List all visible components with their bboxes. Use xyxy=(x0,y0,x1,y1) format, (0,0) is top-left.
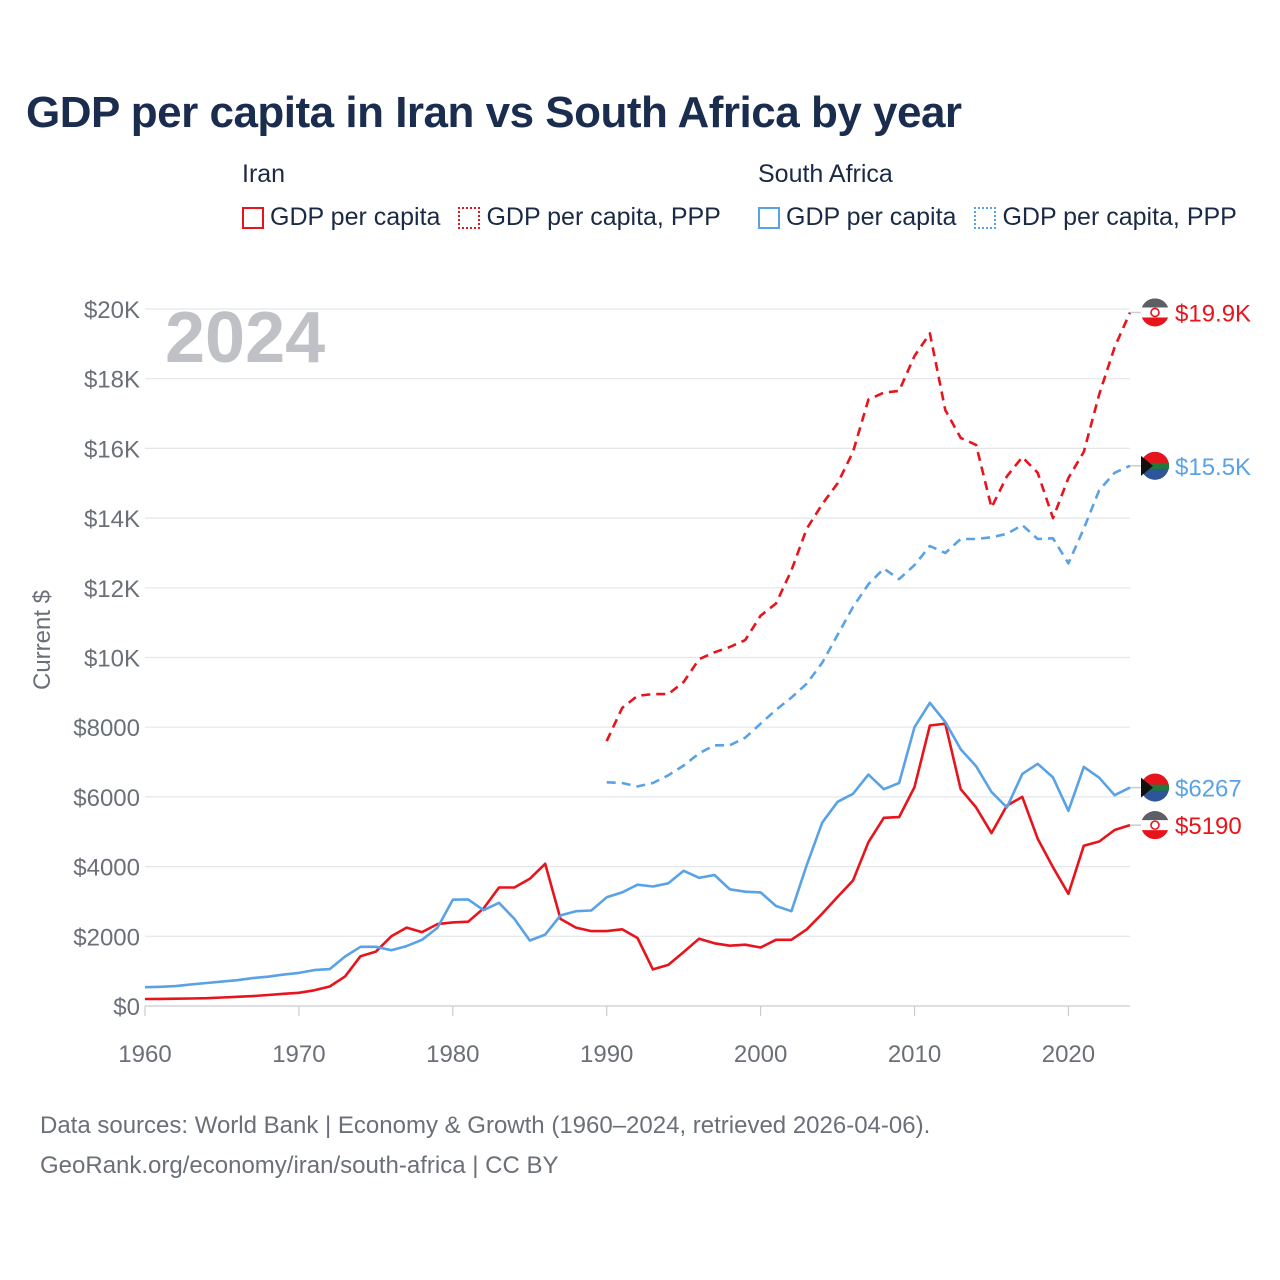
x-tick-label: 1970 xyxy=(272,1041,325,1068)
iran-flag-icon xyxy=(1141,811,1169,840)
legend-group-iran: Iran GDP per capita GDP per capita, PPP xyxy=(242,160,721,232)
legend-item-iran-gdp-ppp[interactable]: GDP per capita, PPP xyxy=(458,203,721,232)
y-tick-label: $10K xyxy=(84,646,140,673)
y-tick-label: $20K xyxy=(84,297,140,324)
footer: Data sources: World Bank | Economy & Gro… xyxy=(40,1106,930,1186)
series-line xyxy=(606,464,1131,788)
flag-triangle xyxy=(1141,777,1153,798)
x-tick-label: 2020 xyxy=(1042,1041,1095,1068)
flag-emblem xyxy=(1150,820,1160,830)
legend-item-label: GDP per capita xyxy=(786,203,957,231)
legend-swatch-dotted xyxy=(974,206,997,229)
x-tick-label: 2000 xyxy=(734,1041,787,1068)
grid-lines xyxy=(145,308,1130,1007)
legend-swatch-solid xyxy=(242,206,264,229)
series-end-label: $5190 xyxy=(1175,813,1242,840)
flag-band-white xyxy=(1141,307,1169,318)
flag-triangle xyxy=(1141,455,1153,476)
series-end-label: $6267 xyxy=(1175,776,1242,803)
legend-item-label: GDP per capita, PPP xyxy=(1002,203,1237,231)
iran-flag-icon xyxy=(1141,298,1169,327)
x-axis-ticks: 1960 1970 1980 1990 2000 2010 2020 xyxy=(118,1006,1095,1068)
footer-link[interactable]: GeoRank.org/economy/iran/south-africa | … xyxy=(40,1152,559,1179)
series-line xyxy=(144,701,1131,989)
series-end-labels: $5190 $19.9K $6267 $15.5K xyxy=(1130,298,1251,840)
legend-swatch-solid xyxy=(758,206,780,229)
y-tick-label: $0 xyxy=(113,994,140,1021)
legend-swatch-dotted xyxy=(458,206,481,229)
series-lines xyxy=(144,311,1132,1001)
y-axis-ticks: $0 $2000 $4000 $6000 $8000 $10K $12K $14K $16K $1… xyxy=(73,297,140,1021)
legend-item-sa-gdp-ppp[interactable]: GDP per capita, PPP xyxy=(974,203,1237,232)
x-tick-label: 1990 xyxy=(580,1041,633,1068)
y-tick-label: $12K xyxy=(84,576,140,603)
y-tick-label: $6000 xyxy=(73,785,140,812)
flag-band-green xyxy=(1141,462,1169,469)
x-tick-label: 1960 xyxy=(118,1041,171,1068)
y-tick-label: $14K xyxy=(84,506,140,533)
legend-group-south-africa: South Africa GDP per capita GDP per capi… xyxy=(758,160,1237,232)
flag-emblem xyxy=(1150,307,1160,318)
chart-title: GDP per capita in Iran vs South Africa b… xyxy=(26,88,962,137)
south-africa-flag-icon xyxy=(1141,773,1169,802)
year-watermark: 2024 xyxy=(165,298,325,378)
series-end-label: $15.5K xyxy=(1175,454,1251,481)
south-africa-flag-icon xyxy=(1141,451,1169,480)
footer-source: Data sources: World Bank | Economy & Gro… xyxy=(40,1112,931,1139)
flag-band-green xyxy=(1141,784,1169,791)
series-line xyxy=(605,311,1132,742)
x-tick-label: 2010 xyxy=(888,1041,941,1068)
x-tick-label: 1980 xyxy=(426,1041,479,1068)
y-tick-label: $8000 xyxy=(73,715,140,742)
legend-item-label: GDP per capita xyxy=(270,203,441,231)
y-tick-label: $4000 xyxy=(73,855,140,882)
y-tick-label: $18K xyxy=(84,367,140,394)
legend-group-title: South Africa xyxy=(758,160,893,188)
legend-item-sa-gdp[interactable]: GDP per capita xyxy=(758,203,956,232)
series-end-label: $19.9K xyxy=(1175,300,1251,327)
y-axis-label: Current $ xyxy=(29,590,56,690)
legend-item-label: GDP per capita, PPP xyxy=(486,203,721,231)
y-tick-label: $16K xyxy=(84,436,140,463)
series-line xyxy=(144,722,1131,1001)
line-chart: $0 $2000 $4000 $6000 $8000 $10K $12K $14K $16K $1… xyxy=(29,297,1251,1068)
y-tick-label: $2000 xyxy=(73,924,140,951)
legend-item-iran-gdp[interactable]: GDP per capita xyxy=(242,203,440,232)
flag-band-white xyxy=(1141,820,1169,831)
legend-group-title: Iran xyxy=(242,160,286,188)
